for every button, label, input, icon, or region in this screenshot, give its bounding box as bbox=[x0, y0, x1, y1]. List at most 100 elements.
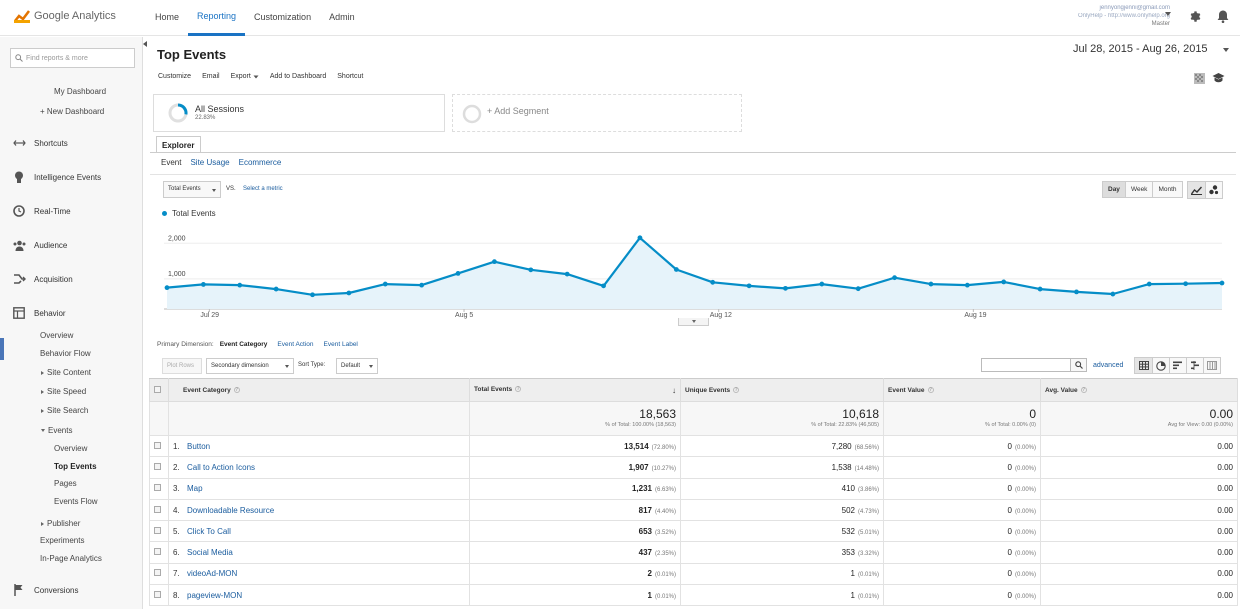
sidebar-item-pages[interactable]: Pages bbox=[54, 479, 77, 488]
sidebar-item-my-dashboard[interactable]: My Dashboard bbox=[54, 87, 107, 96]
advanced-filter-link[interactable]: advanced bbox=[1093, 362, 1124, 369]
event-category-link[interactable]: Social Media bbox=[187, 548, 233, 558]
comparison-view-icon[interactable] bbox=[1186, 358, 1203, 373]
sidebar-item-site-speed[interactable]: Site Speed bbox=[41, 387, 86, 396]
dimension-event-label[interactable]: Event Label bbox=[323, 341, 358, 348]
row-checkbox[interactable] bbox=[154, 484, 161, 492]
secondary-dimension-dropdown[interactable]: Secondary dimension bbox=[206, 358, 294, 374]
header-total-events[interactable]: Total Events? ↓ bbox=[469, 378, 681, 402]
collapse-sidebar-icon[interactable] bbox=[143, 41, 147, 47]
row-checkbox[interactable] bbox=[154, 526, 161, 534]
segment-all-sessions[interactable]: All Sessions 22.83% bbox=[153, 94, 445, 132]
sidebar-item-events-flow[interactable]: Events Flow bbox=[54, 497, 98, 506]
select-all-checkbox[interactable] bbox=[154, 385, 161, 393]
sort-type-dropdown[interactable]: Default bbox=[336, 358, 378, 374]
gear-icon[interactable] bbox=[1189, 10, 1202, 23]
help-icon[interactable]: ? bbox=[927, 386, 934, 393]
sidebar-item-intelligence[interactable]: Intelligence Events bbox=[12, 170, 101, 184]
sidebar-item-behavior-flow[interactable]: Behavior Flow bbox=[40, 349, 91, 358]
nav-admin[interactable]: Admin bbox=[329, 12, 355, 22]
header-label: Unique Events bbox=[685, 386, 731, 394]
help-icon[interactable]: ? bbox=[733, 386, 740, 393]
header-unique-events[interactable]: Unique Events? bbox=[680, 378, 884, 402]
line-chart-icon[interactable] bbox=[1188, 182, 1205, 198]
help-icon[interactable]: ? bbox=[515, 385, 522, 392]
tab-explorer[interactable]: Explorer bbox=[156, 136, 201, 153]
table-search-button[interactable] bbox=[1071, 358, 1087, 372]
sidebar-item-overview[interactable]: Overview bbox=[40, 331, 74, 340]
granularity-day-button[interactable]: Day bbox=[1103, 182, 1125, 197]
ga-logo[interactable]: Google Analytics bbox=[14, 9, 116, 23]
sidebar-item-publisher[interactable]: Publisher bbox=[41, 519, 80, 528]
row-checkbox[interactable] bbox=[154, 505, 161, 513]
subtab-event[interactable]: Event bbox=[161, 158, 182, 167]
graduation-cap-icon[interactable] bbox=[1212, 72, 1225, 83]
date-range-picker[interactable]: Jul 28, 2015 - Aug 26, 2015 bbox=[1073, 43, 1208, 55]
sidebar-item-site-content[interactable]: Site Content bbox=[41, 368, 91, 377]
row-checkbox[interactable] bbox=[154, 441, 161, 449]
export-label: Export bbox=[230, 73, 251, 80]
chevron-down-icon[interactable] bbox=[1223, 48, 1229, 52]
event-category-link[interactable]: Button bbox=[187, 441, 211, 451]
sidebar-item-new-dashboard[interactable]: + New Dashboard bbox=[40, 107, 105, 116]
notifications-bell-icon[interactable] bbox=[1217, 10, 1229, 23]
sidebar-item-events[interactable]: Events bbox=[41, 426, 72, 435]
sidebar-search-input[interactable]: Find reports & more bbox=[10, 48, 135, 68]
sidebar-item-audience[interactable]: Audience bbox=[12, 238, 67, 252]
row-checkbox[interactable] bbox=[154, 548, 161, 556]
nav-home[interactable]: Home bbox=[155, 12, 180, 22]
event-category-link[interactable]: Map bbox=[187, 484, 203, 494]
nav-reporting[interactable]: Reporting bbox=[188, 0, 246, 36]
pivot-view-icon[interactable] bbox=[1203, 358, 1220, 373]
pie-view-icon[interactable] bbox=[1152, 358, 1169, 373]
sidebar-item-acquisition[interactable]: Acquisition bbox=[12, 272, 73, 286]
metric-dropdown[interactable]: Total Events bbox=[163, 181, 221, 198]
data-table-view-icon[interactable] bbox=[1135, 358, 1152, 373]
shortcut-button[interactable]: Shortcut bbox=[337, 73, 364, 80]
add-to-dashboard-button[interactable]: Add to Dashboard bbox=[269, 73, 327, 80]
event-category-link[interactable]: videoAd-MON bbox=[187, 569, 238, 579]
table-search-input[interactable] bbox=[981, 358, 1071, 372]
chevron-down-icon[interactable] bbox=[1165, 12, 1171, 16]
performance-view-icon[interactable] bbox=[1169, 358, 1186, 373]
dimension-event-category[interactable]: Event Category bbox=[219, 341, 268, 348]
subtab-site-usage[interactable]: Site Usage bbox=[190, 158, 230, 167]
export-button[interactable]: Export bbox=[231, 73, 259, 80]
row-checkbox[interactable] bbox=[154, 462, 161, 470]
sidebar-item-inpage[interactable]: In-Page Analytics bbox=[40, 554, 102, 563]
granularity-week-button[interactable]: Week bbox=[1124, 182, 1153, 197]
sidebar-item-behavior[interactable]: Behavior bbox=[12, 306, 66, 320]
subtab-ecommerce[interactable]: Ecommerce bbox=[238, 158, 282, 167]
sidebar-item-events-overview[interactable]: Overview bbox=[54, 444, 88, 453]
event-category-link[interactable]: pageview-MON bbox=[187, 590, 243, 600]
motion-chart-icon[interactable] bbox=[1205, 182, 1222, 198]
account-selector[interactable]: jennyongjenni@gmail.com OnlyHelp - http:… bbox=[1060, 5, 1170, 27]
row-checkbox[interactable] bbox=[154, 590, 161, 598]
granularity-month-button[interactable]: Month bbox=[1152, 182, 1181, 197]
header-event-value[interactable]: Event Value? bbox=[883, 378, 1041, 402]
header-avg-value[interactable]: Avg. Value? bbox=[1040, 378, 1238, 402]
email-button[interactable]: Email bbox=[202, 73, 220, 80]
nav-customization[interactable]: Customization bbox=[254, 12, 312, 22]
sidebar-item-experiments[interactable]: Experiments bbox=[40, 536, 85, 545]
chart-resize-handle[interactable] bbox=[678, 318, 709, 326]
header-event-category[interactable]: Event Category? bbox=[168, 378, 470, 402]
sidebar-item-shortcuts[interactable]: Shortcuts bbox=[12, 136, 68, 150]
help-icon[interactable]: ? bbox=[233, 386, 240, 393]
sidebar-item-top-events[interactable]: Top Events bbox=[54, 462, 97, 471]
help-icon[interactable]: ? bbox=[1080, 386, 1087, 393]
dimension-event-action[interactable]: Event Action bbox=[277, 341, 314, 348]
sampling-grid-icon[interactable] bbox=[1194, 73, 1205, 84]
customize-button[interactable]: Customize bbox=[158, 73, 192, 80]
event-category-link[interactable]: Click To Call bbox=[187, 526, 231, 536]
event-category-link[interactable]: Downloadable Resource bbox=[187, 505, 275, 515]
sidebar-item-realtime[interactable]: Real-Time bbox=[12, 204, 71, 218]
select-metric-link[interactable]: Select a metric bbox=[243, 186, 283, 192]
event-category-link[interactable]: Call to Action Icons bbox=[187, 462, 256, 472]
sidebar-item-conversions[interactable]: Conversions bbox=[12, 583, 78, 597]
add-segment-button[interactable]: + Add Segment bbox=[452, 94, 742, 132]
sidebar-item-site-search[interactable]: Site Search bbox=[41, 406, 88, 415]
plot-rows-button[interactable]: Plot Rows bbox=[162, 358, 202, 374]
row-checkbox[interactable] bbox=[154, 569, 161, 577]
shortcut-arrows-icon bbox=[12, 136, 26, 150]
